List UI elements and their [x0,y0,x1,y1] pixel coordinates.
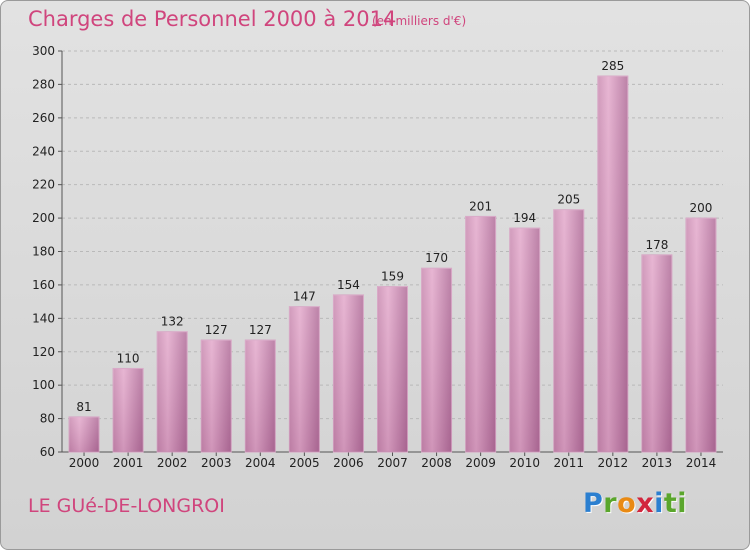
bar-value-label: 110 [117,351,140,365]
bar-shade [157,331,188,452]
bar-shade [377,286,408,452]
bar-value-label: 147 [293,290,316,304]
bar-value-label: 194 [513,211,536,225]
bar-value-label: 178 [645,238,668,252]
bar-shade [509,228,540,452]
bar-value-label: 285 [601,59,624,73]
x-tick-label: 2008 [421,456,452,470]
x-tick-label: 2005 [289,456,320,470]
x-tick-label: 2014 [686,456,717,470]
bar-shade [597,76,628,452]
y-tick-label: 200 [32,211,55,225]
bar-value-label: 132 [161,315,184,329]
bar-shade [553,209,584,452]
y-tick-label: 160 [32,278,55,292]
bar-value-label: 81 [76,400,91,414]
y-tick-label: 140 [32,311,55,325]
bar-shade [685,218,716,452]
x-tick-label: 2013 [642,456,673,470]
bar-shade [113,368,144,452]
x-tick-label: 2003 [201,456,232,470]
bar-value-label: 159 [381,270,404,284]
bar-value-label: 127 [205,323,228,337]
x-tick-label: 2001 [113,456,144,470]
bar-value-label: 205 [557,193,580,207]
x-tick-label: 2010 [509,456,540,470]
x-tick-label: 2011 [553,456,584,470]
y-tick-label: 220 [32,178,55,192]
bar-shade [421,268,452,452]
bar-value-label: 200 [690,201,713,215]
bar-shade [333,294,364,452]
y-tick-label: 240 [32,144,55,158]
chart-title: Charges de Personnel 2000 à 2014 [28,7,397,31]
y-tick-label: 120 [32,345,55,359]
x-tick-label: 2004 [245,456,276,470]
x-tick-label: 2002 [157,456,188,470]
x-tick-label: 2009 [465,456,496,470]
commune-name: LE GUé-DE-LONGROI [28,495,225,517]
y-tick-label: 280 [32,77,55,91]
x-tick-label: 2012 [598,456,629,470]
x-tick-label: 2006 [333,456,364,470]
bar-shade [69,416,100,452]
x-tick-label: 2000 [69,456,100,470]
bar-shade [641,254,672,452]
bar-shade [465,216,496,452]
proxiti-logo: Proxiti [583,488,688,519]
y-tick-label: 260 [32,111,55,125]
y-tick-label: 300 [32,44,55,58]
bar-value-label: 201 [469,199,492,213]
chart-subtitle: (en milliers d'€) [372,14,467,28]
x-tick-label: 2007 [377,456,408,470]
bar-shade [245,340,276,452]
y-tick-label: 60 [40,445,55,459]
bar-value-label: 127 [249,323,272,337]
y-tick-label: 100 [32,378,55,392]
y-tick-label: 80 [40,412,55,426]
bar-shade [289,306,320,452]
y-tick-label: 180 [32,245,55,259]
bar-shade [201,340,232,452]
bar-value-label: 154 [337,278,360,292]
bar-value-label: 170 [425,251,448,265]
